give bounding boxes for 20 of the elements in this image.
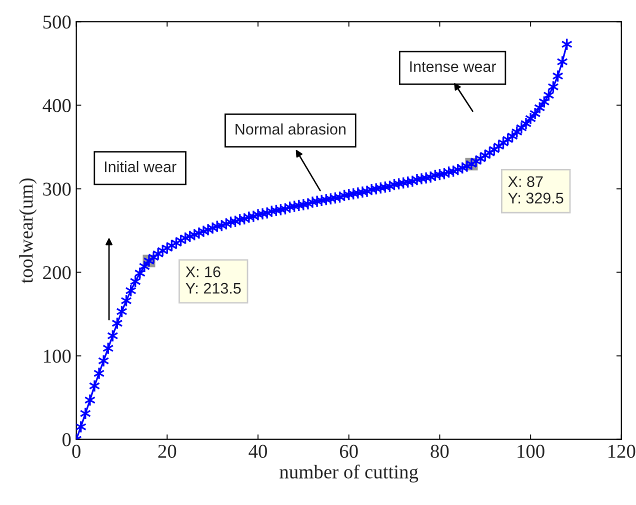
x-tick-label: 40 [248,444,267,458]
annotation: Intense wear [410,61,496,72]
y-tick-label: 100 [44,350,71,363]
x-tick-label: 60 [340,444,358,458]
x-tick-label: 0 [72,444,80,458]
y-tick-label: 0 [62,433,71,446]
x-tick-label: 20 [158,444,176,458]
annotation: Normal abrasion [236,123,346,135]
y-tick-label: 300 [43,182,71,196]
x-tick-label: 80 [430,444,449,458]
x-tick-label: 100 [518,444,544,458]
x-tick-label: 120 [608,444,636,458]
x-axis-title: number of cutting [280,464,418,483]
annotation: Initial wear [104,160,176,172]
y-tick-label: 400 [42,99,71,112]
y-axis-title: toolwear(um) [19,178,37,284]
y-tick-label: 200 [43,266,71,280]
y-tick-label: 500 [43,16,71,29]
annotation: X: 87 Y: 329.5 [508,176,564,204]
annotation: X: 16 Y: 213.5 [186,266,241,294]
